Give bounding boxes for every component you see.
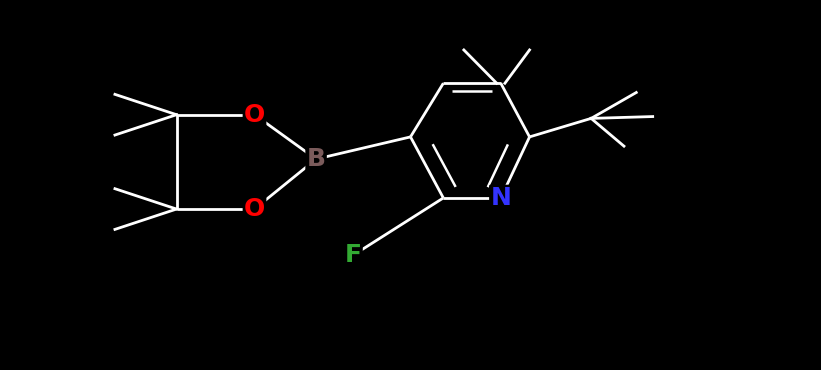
Text: B: B [306,147,326,171]
Text: N: N [490,186,511,210]
Text: O: O [244,197,265,221]
Text: O: O [244,103,265,127]
Text: F: F [345,243,361,267]
